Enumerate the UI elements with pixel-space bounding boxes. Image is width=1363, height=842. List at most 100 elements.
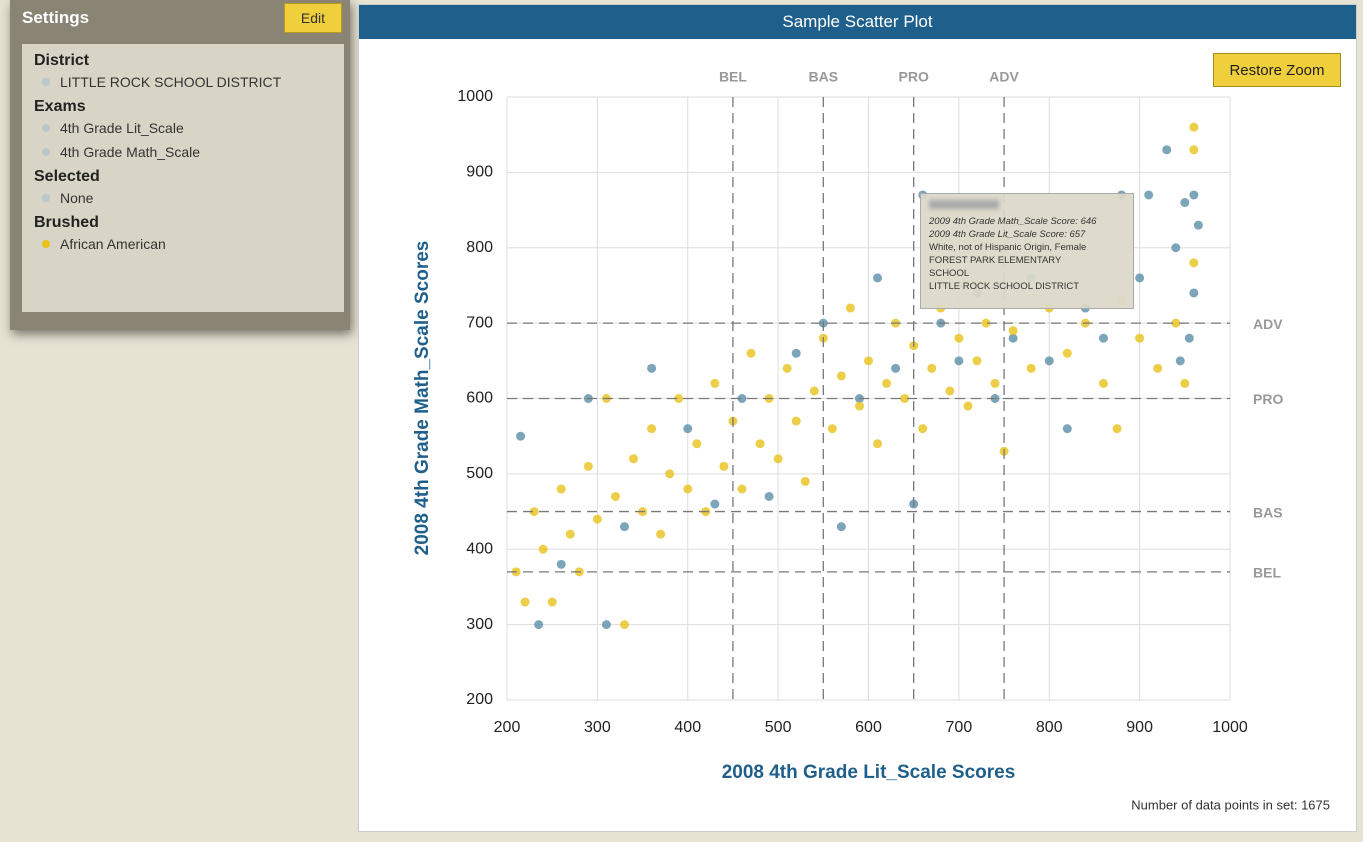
data-point [746,348,756,358]
y-tick-label: 900 [466,164,493,181]
data-point [1184,333,1194,343]
data-point [809,386,819,396]
data-point [656,529,666,539]
x-tick-label: 400 [674,719,701,736]
data-point [1189,122,1199,132]
data-point [1112,424,1122,434]
data-point [845,303,855,313]
data-point [1135,273,1145,283]
data-point [665,469,675,479]
data-point [1171,318,1181,328]
reference-label: BAS [1253,504,1283,520]
x-tick-label: 500 [765,719,792,736]
data-point [836,522,846,532]
tooltip: 2009 4th Grade Math_Scale Score: 646 2009… [920,193,1134,309]
data-point [556,484,566,494]
data-point [1180,378,1190,388]
data-point [1162,145,1172,155]
bullet [42,194,50,202]
tooltip-line: SCHOOL [929,268,970,279]
y-tick-label: 800 [466,239,493,256]
data-point [1171,243,1181,253]
section-item: 4th Grade Math_Scale [42,144,338,160]
data-point [800,476,810,486]
data-point [1062,348,1072,358]
data-point [719,461,729,471]
item-text: LITTLE ROCK SCHOOL DISTRICT [60,74,282,90]
data-point [565,529,575,539]
data-point [683,424,693,434]
data-point [683,484,693,494]
chart-title: Sample Scatter Plot [359,5,1356,39]
item-text: 4th Grade Math_Scale [60,144,201,160]
item-text: None [60,190,94,206]
settings-panel: Settings Edit District LITTLE ROCK SCHOOL… [10,0,350,330]
y-axis-label: 2008 4th Grade Math_Scale Scores [412,241,433,556]
data-point [1144,190,1154,200]
data-point [601,620,611,630]
section-item: African American [42,236,338,252]
data-point [854,401,864,411]
x-tick-label: 800 [1036,719,1063,736]
data-point [873,273,883,283]
data-point [954,333,964,343]
data-point [583,461,593,471]
restore-zoom-button[interactable]: Restore Zoom [1213,53,1341,87]
data-point [764,491,774,501]
data-point [882,378,892,388]
reference-label: PRO [899,69,929,85]
x-tick-label: 900 [1126,719,1153,736]
data-point [619,620,629,630]
x-tick-label: 1000 [1212,719,1248,736]
data-point [674,394,684,403]
settings-body: District LITTLE ROCK SCHOOL DISTRICT Exams… [22,44,344,312]
data-point [864,356,873,366]
data-point [737,394,747,403]
tooltip-line: White, not of Hispanic Origin, Female [929,242,1087,253]
data-point [610,491,620,501]
y-tick-label: 500 [466,465,493,482]
section-heading: Exams [34,98,86,115]
bullet [42,78,50,86]
data-point [990,378,1000,388]
data-point [1135,333,1145,343]
data-point [1008,326,1018,336]
data-point [945,386,955,396]
reference-label: BEL [1253,565,1281,581]
footer-note: Number of data points in set: 1675 [1131,797,1330,812]
item-text: African American [60,236,166,252]
y-tick-label: 200 [466,691,493,708]
tooltip-line: 2009 4th Grade Lit_Scale Score: 657 [929,229,1086,240]
data-point [900,394,910,403]
settings-title: Settings [22,8,90,27]
data-point [737,484,747,494]
data-point [1189,145,1199,155]
data-point [891,363,901,373]
data-point [592,514,602,524]
x-tick-label: 700 [946,719,973,736]
section-item: 4th Grade Lit_Scale [42,120,338,136]
settings-header: Settings Edit [10,0,350,36]
edit-button[interactable]: Edit [283,3,342,33]
data-point [516,431,526,441]
blurred-name [929,200,999,209]
reference-label: BEL [719,69,747,85]
tooltip-line: 2009 4th Grade Math_Scale Score: 646 [929,216,1097,227]
data-point [619,522,629,532]
data-point [963,401,973,411]
data-point [647,363,657,373]
data-point [791,348,801,358]
data-point [836,371,846,381]
tooltip-line: LITTLE ROCK SCHOOL DISTRICT [929,281,1080,292]
data-point [1044,356,1054,366]
data-point [791,416,801,426]
data-point [873,439,883,449]
section-item: LITTLE ROCK SCHOOL DISTRICT [42,74,338,90]
data-point [981,318,991,328]
item-text: 4th Grade Lit_Scale [60,120,184,136]
data-point [547,597,557,607]
data-point [1098,333,1108,343]
data-point [647,424,657,434]
